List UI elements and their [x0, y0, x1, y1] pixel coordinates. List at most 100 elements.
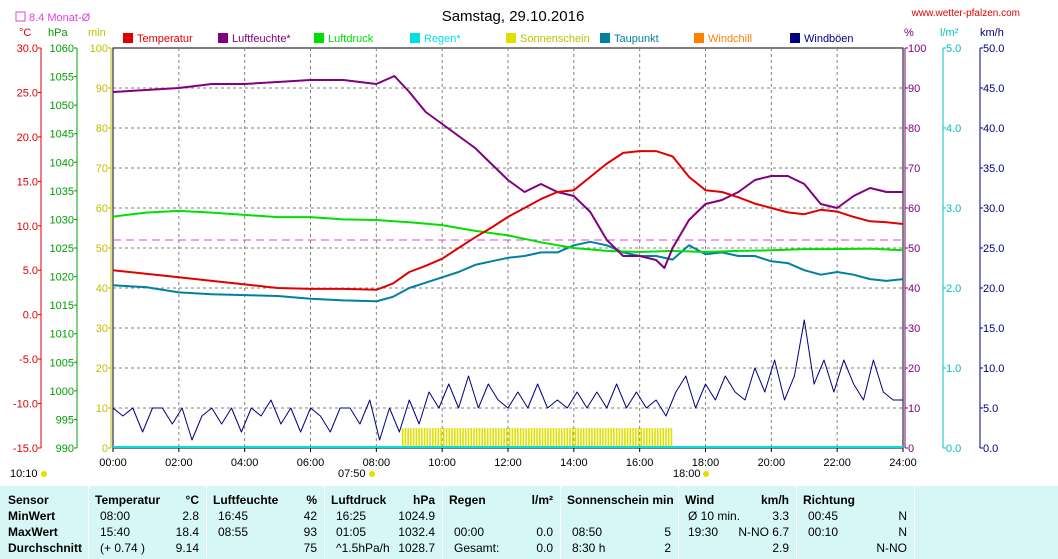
stats-col-divider — [914, 486, 915, 559]
start-time-label: 10:10 — [10, 468, 38, 480]
x-tick-label: 00:00 — [99, 457, 127, 469]
row-label: MaxWert — [8, 525, 58, 539]
cell-time: 15:40 — [100, 525, 131, 539]
unit-minutes: min — [88, 27, 106, 39]
pressure-tick-label: 1020 — [50, 272, 74, 284]
legend-label: Windböen — [804, 33, 854, 45]
minutes-tick-label: 60 — [96, 203, 108, 215]
humidity-tick-label: 70 — [908, 163, 920, 175]
axes: -15.0 -10.0 -5.0 0.0 5.0 10.0 15.0 20.0 25.0 30.0… — [13, 43, 1005, 469]
x-tick-label: 12:00 — [494, 457, 522, 469]
cell-value: N-NO 6.7 — [738, 525, 789, 539]
chart-title: Samstag, 29.10.2016 — [442, 8, 585, 25]
wind-tick-label: 15.0 — [983, 323, 1004, 335]
pressure-tick-label: 1035 — [50, 186, 74, 198]
wind-tick-label: 5.0 — [983, 403, 998, 415]
stats-col-divider — [796, 486, 797, 559]
header-rain-unit: l/m² — [531, 493, 553, 507]
header-wind: Wind — [685, 493, 715, 507]
cell-time: 16:45 — [218, 509, 249, 523]
stats-col-divider — [560, 486, 561, 559]
stats-col-divider — [206, 486, 207, 559]
pressure-series-line — [112, 209, 904, 253]
temperature-series-line — [112, 150, 904, 291]
x-tick-label: 10:00 — [428, 457, 456, 469]
cell-value: 75 — [303, 541, 317, 555]
unit-temperature: °C — [19, 27, 31, 39]
pressure-tick-label: 1015 — [50, 300, 74, 312]
header-direction: Richtung — [803, 493, 855, 507]
header-pressure-unit: hPa — [412, 493, 435, 507]
pressure-tick-label: 1010 — [50, 329, 74, 341]
stats-col-divider — [324, 486, 325, 559]
wind-tick-label: 10.0 — [983, 363, 1004, 375]
cell-value: 3.3 — [772, 509, 789, 523]
temperature-tick-label: -5.0 — [19, 354, 38, 366]
x-tick-label: 24:00 — [889, 457, 917, 469]
legend-swatch-icon — [410, 33, 420, 43]
pressure-tick-label: 1045 — [50, 129, 74, 141]
dewpoint-series-line — [112, 240, 904, 303]
minutes-tick-label: 80 — [96, 123, 108, 135]
row-label: Durchschnitt — [8, 541, 83, 555]
pressure-tick-label: 1060 — [50, 43, 74, 55]
cell-value: 0.0 — [536, 541, 553, 555]
cell-value: 1028.7 — [398, 541, 435, 555]
gusts-series-line — [112, 319, 903, 441]
minutes-tick-label: 90 — [96, 83, 108, 95]
rain-tick-label: 5.0 — [946, 43, 961, 55]
temperature-tick-label: 5.0 — [23, 265, 38, 277]
x-tick-label: 18:00 — [692, 457, 720, 469]
pressure-tick-label: 1030 — [50, 214, 74, 226]
header-sensor: Sensor — [8, 493, 49, 507]
minutes-tick-label: 50 — [96, 243, 108, 255]
website-link[interactable]: www.wetter-pfalzen.com — [911, 8, 1020, 19]
minutes-tick-label: 0 — [102, 443, 108, 455]
cell-time: 16:25 — [336, 509, 367, 523]
cell-time: 01:05 — [336, 525, 367, 539]
minutes-tick-label: 70 — [96, 163, 108, 175]
stats-col-divider — [678, 486, 679, 559]
cell-value: 93 — [303, 525, 317, 539]
cell-value: N — [898, 509, 907, 523]
x-tick-label: 20:00 — [758, 457, 786, 469]
wind-tick-label: 50.0 — [983, 43, 1004, 55]
x-tick-label: 06:00 — [297, 457, 325, 469]
month-avg-label: 8.4 Monat-Ø — [29, 12, 91, 24]
legend: Temperatur Luftfeuchte* Luftdruck Regen* Son… — [123, 33, 854, 45]
wind-tick-label: 0.0 — [983, 443, 998, 455]
cell-time: 08:50 — [572, 525, 603, 539]
legend-label: Regen* — [424, 33, 461, 45]
x-tick-label: 04:00 — [231, 457, 259, 469]
weather-chart: Samstag, 29.10.2016 www.wetter-pfalzen.c… — [10, 8, 1020, 480]
pressure-tick-label: 1055 — [50, 72, 74, 84]
stats-table: Sensor Temperatur °C Luftfeuchte% Luftdruck h… — [0, 486, 1058, 559]
x-tick-label: 08:00 — [363, 457, 391, 469]
cell-time: 00:45 — [808, 509, 839, 523]
month-avg-box-icon — [15, 11, 26, 22]
legend-label: Taupunkt — [614, 33, 659, 45]
header-temperature: Temperatur — [95, 493, 161, 507]
cell-value: 2 — [664, 541, 671, 555]
legend-swatch-icon — [218, 33, 228, 43]
cell-value: 9.14 — [175, 541, 199, 555]
temperature-tick-label: 30.0 — [17, 43, 38, 55]
wind-tick-label: 25.0 — [983, 243, 1004, 255]
cell-value: N-NO — [876, 541, 907, 555]
minutes-tick-label: 30 — [96, 323, 108, 335]
pressure-tick-label: 1040 — [50, 157, 74, 169]
stats-col-divider — [88, 486, 89, 559]
sunrise-label: 07:50 — [338, 468, 366, 480]
sunset-label: 18:00 — [673, 468, 701, 480]
row-label: MinWert — [8, 509, 56, 523]
cell-time: Gesamt: — [454, 541, 500, 555]
humidity-tick-label: 20 — [908, 363, 920, 375]
temperature-tick-label: 0.0 — [23, 310, 38, 322]
rain-tick-label: 2.0 — [946, 283, 961, 295]
temperature-tick-label: 25.0 — [17, 87, 38, 99]
cell-value: 0.0 — [536, 525, 553, 539]
humidity-tick-label: 10 — [908, 403, 920, 415]
rain-tick-label: 0.0 — [946, 443, 961, 455]
minutes-tick-label: 20 — [96, 363, 108, 375]
cell-time: Ø 10 min. — [688, 509, 741, 523]
